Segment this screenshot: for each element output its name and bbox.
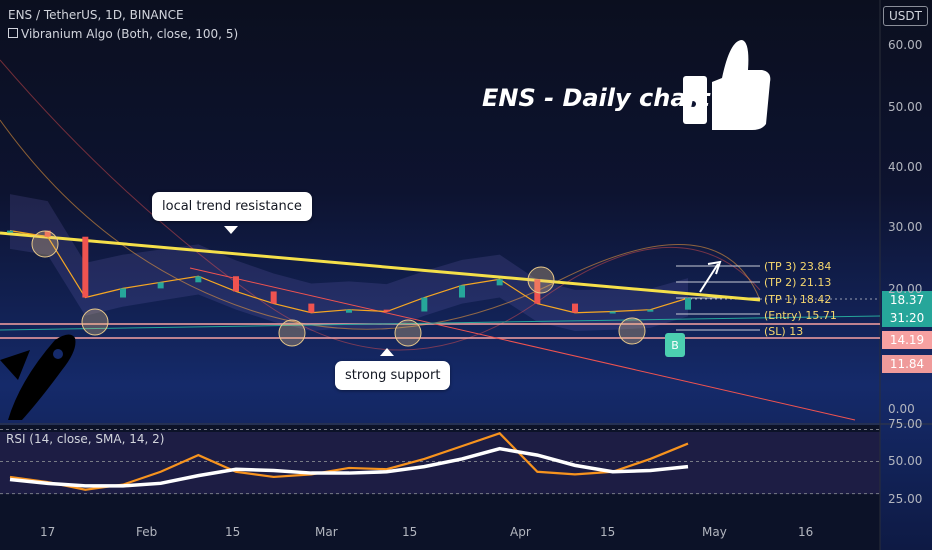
- descending-trendline: [189, 267, 856, 421]
- candle: [82, 236, 89, 298]
- price-tag-current: 18.37: [882, 291, 932, 309]
- time-tick-label: 15: [402, 525, 418, 539]
- price-tick-label: 60.00: [888, 38, 923, 52]
- indicator-icon: [8, 28, 18, 38]
- time-tick-label: May: [702, 525, 727, 539]
- currency-badge[interactable]: USDT: [883, 6, 928, 26]
- candle: [233, 276, 239, 292]
- rsi-tick-label: 50.00: [888, 454, 923, 468]
- candle: [195, 276, 202, 283]
- touch-circle: [618, 317, 646, 345]
- tp3-label: (TP 3) 23.84: [764, 260, 832, 273]
- time-tick-label: 16: [798, 525, 814, 539]
- sl-label: (SL) 13: [764, 325, 804, 338]
- support-callout: strong support: [335, 348, 451, 390]
- candle: [685, 298, 691, 310]
- thumbs-up-icon: [712, 40, 771, 130]
- rsi-panel-bg: [0, 425, 880, 550]
- thumbs-up-dot: [690, 101, 696, 107]
- touch-circle: [527, 266, 555, 294]
- buy-marker: B: [665, 333, 685, 357]
- rsi-ma-line: [9, 446, 689, 488]
- tp2-label: (TP 2) 21.13: [764, 276, 832, 289]
- indicator-header: Vibranium Algo (Both, close, 100, 5): [8, 27, 238, 41]
- price-tick-label: 30.00: [888, 220, 923, 234]
- candle: [647, 309, 654, 312]
- candle: [572, 303, 578, 313]
- time-tick-label: 15: [225, 525, 241, 539]
- volatility-band: [10, 194, 688, 331]
- tp1-label: (TP 1) 18.42: [764, 293, 832, 306]
- touch-circle: [394, 319, 422, 347]
- touch-circle: [278, 319, 306, 347]
- thumbs-up-cuff: [683, 76, 707, 124]
- time-tick-label: 17: [40, 525, 56, 539]
- rsi-tick-label: 25.00: [888, 492, 923, 506]
- candle: [383, 309, 390, 312]
- band-curve-2: [0, 119, 761, 330]
- candle: [308, 303, 315, 313]
- time-tick-label: Feb: [136, 525, 158, 539]
- chart-title: ENS - Daily chart: [482, 84, 710, 112]
- candle: [120, 288, 126, 298]
- price-tick-label: 50.00: [888, 100, 923, 114]
- price-tick-label: 40.00: [888, 160, 923, 174]
- price-tick-label: 0.00: [888, 402, 915, 416]
- candle: [421, 297, 428, 312]
- time-tick-label: 15: [600, 525, 616, 539]
- rocket-window: [53, 349, 63, 359]
- rsi-title: RSI (14, close, SMA, 14, 2): [6, 432, 165, 446]
- price-tick-label: 20.00: [888, 282, 923, 296]
- rocket-fin: [0, 350, 30, 380]
- touch-circle: [81, 308, 109, 336]
- entry-label: (Entry) 15.71: [764, 309, 837, 322]
- time-tick-label: Mar: [315, 525, 338, 539]
- symbol-header: ENS / TetherUS, 1D, BINANCE: [8, 8, 184, 22]
- resistance-callout: local trend resistance: [152, 192, 312, 234]
- target-arrow-icon: [699, 260, 722, 293]
- buy-marker-label: B: [671, 339, 679, 352]
- resistance-trendline: [0, 231, 761, 302]
- candle: [496, 279, 503, 286]
- candle: [44, 230, 51, 237]
- base-trendline: [0, 315, 881, 331]
- candle: [270, 291, 277, 304]
- price-tag-countdown: 31:20: [882, 309, 932, 327]
- candle: [459, 285, 465, 298]
- time-tick-label: Apr: [510, 525, 531, 539]
- touch-circle: [31, 230, 59, 258]
- price-tag-entry: 14.19: [882, 331, 932, 349]
- indicator-label: Vibranium Algo (Both, close, 100, 5): [21, 27, 239, 41]
- candle: [157, 282, 164, 289]
- rsi-tick-label: 75.00: [888, 417, 923, 431]
- candle: [346, 309, 352, 313]
- candle: [609, 311, 616, 314]
- candle: [534, 279, 541, 304]
- price-tag-sl: 11.84: [882, 355, 932, 373]
- candle: [7, 230, 13, 233]
